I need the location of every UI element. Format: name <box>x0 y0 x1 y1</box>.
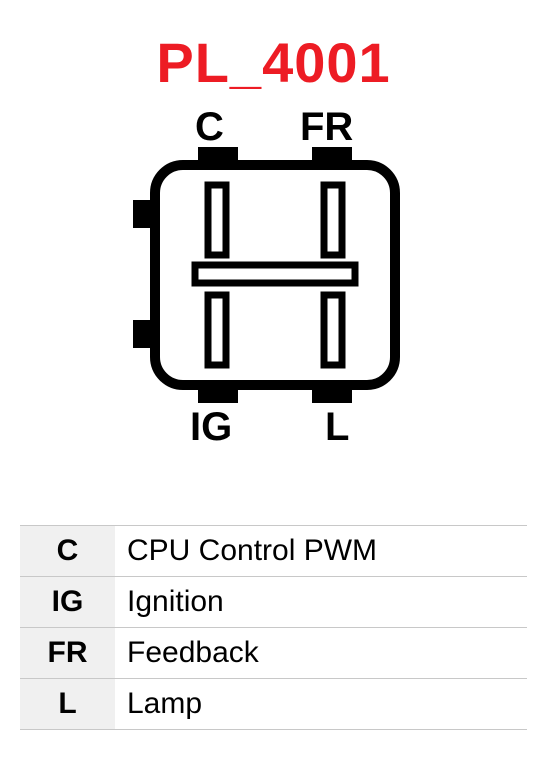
legend-row: IGIgnition <box>20 577 527 628</box>
legend-row: CCPU Control PWM <box>20 526 527 577</box>
pin-label-c: C <box>195 105 224 150</box>
legend-desc: Ignition <box>115 577 527 628</box>
legend-desc: Lamp <box>115 679 527 730</box>
legend-code: C <box>20 526 115 577</box>
connector-svg <box>100 105 440 455</box>
pin-label-ig: IG <box>190 405 232 450</box>
part-number-title: PL_4001 <box>0 30 547 95</box>
connector-diagram: C FR IG L <box>100 105 440 485</box>
legend-code: L <box>20 679 115 730</box>
pin-label-l: L <box>325 405 349 450</box>
legend-desc: CPU Control PWM <box>115 526 527 577</box>
legend-code: IG <box>20 577 115 628</box>
legend-code: FR <box>20 628 115 679</box>
legend-desc: Feedback <box>115 628 527 679</box>
legend-row: FRFeedback <box>20 628 527 679</box>
legend-row: LLamp <box>20 679 527 730</box>
pin-label-fr: FR <box>300 105 353 150</box>
pin-legend-table: CCPU Control PWMIGIgnitionFRFeedbackLLam… <box>20 525 527 730</box>
